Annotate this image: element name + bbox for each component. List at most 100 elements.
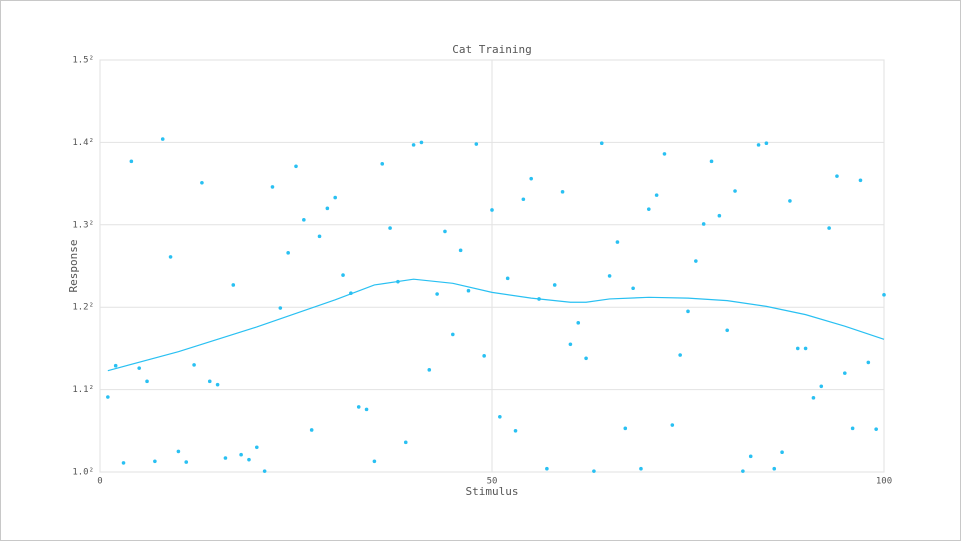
point xyxy=(631,286,635,291)
point xyxy=(678,353,682,357)
point xyxy=(231,283,236,287)
point xyxy=(615,240,620,244)
y-tick-label: 1.1² xyxy=(72,385,94,395)
point xyxy=(223,456,228,460)
point xyxy=(333,195,338,200)
chart-title: Cat Training xyxy=(452,43,531,56)
point xyxy=(427,368,432,372)
point xyxy=(176,449,181,454)
point xyxy=(466,288,471,293)
point xyxy=(145,379,149,384)
point xyxy=(552,283,557,287)
point xyxy=(725,328,729,333)
point xyxy=(207,379,212,384)
point xyxy=(482,354,486,358)
point xyxy=(121,461,126,465)
point xyxy=(882,293,886,297)
point xyxy=(364,407,369,412)
point xyxy=(278,306,283,310)
point xyxy=(811,396,816,400)
point xyxy=(286,251,290,255)
point xyxy=(639,466,643,471)
point xyxy=(780,450,784,455)
point xyxy=(474,142,479,146)
point xyxy=(756,143,761,147)
point xyxy=(168,255,173,259)
point xyxy=(788,199,792,203)
y-axis-label: Response xyxy=(67,240,80,293)
point xyxy=(654,193,659,197)
point xyxy=(239,452,243,457)
point xyxy=(803,346,808,351)
x-tick-label: 50 xyxy=(487,477,498,487)
point xyxy=(795,346,800,351)
point xyxy=(741,469,745,473)
point xyxy=(451,332,455,337)
point xyxy=(874,427,878,431)
point xyxy=(568,342,573,347)
point xyxy=(858,178,863,183)
point xyxy=(850,426,855,431)
point xyxy=(498,414,502,419)
point xyxy=(513,429,518,433)
point xyxy=(701,222,706,226)
point xyxy=(686,309,690,314)
point xyxy=(262,469,267,473)
point xyxy=(106,395,110,399)
point xyxy=(827,226,831,230)
point xyxy=(294,164,298,169)
y-tick-label: 1.5² xyxy=(72,56,94,66)
point xyxy=(733,189,737,193)
point xyxy=(662,152,667,156)
point xyxy=(192,363,196,367)
point xyxy=(184,460,189,464)
point xyxy=(607,274,612,278)
point xyxy=(380,162,385,166)
point xyxy=(113,363,118,368)
point xyxy=(388,226,392,230)
point xyxy=(325,206,330,211)
point xyxy=(411,143,416,147)
point xyxy=(443,229,447,234)
x-axis-label: Stimulus xyxy=(466,485,519,498)
point xyxy=(160,137,165,141)
y-tick-label: 1.2² xyxy=(72,303,94,313)
point xyxy=(200,180,204,185)
point xyxy=(302,218,306,222)
point xyxy=(717,213,722,218)
y-tick-label: 1.0² xyxy=(72,468,94,478)
point xyxy=(647,207,651,211)
point xyxy=(309,428,314,432)
point xyxy=(372,459,377,464)
point xyxy=(435,292,439,296)
point xyxy=(772,466,777,471)
point xyxy=(254,445,259,450)
point xyxy=(521,197,526,202)
point xyxy=(584,356,588,361)
point xyxy=(341,273,345,277)
point xyxy=(356,405,361,409)
point xyxy=(153,459,157,464)
point xyxy=(403,440,408,445)
x-tick-label: 0 xyxy=(97,477,102,487)
point xyxy=(490,208,494,212)
point xyxy=(843,371,847,375)
x-tick-label: 100 xyxy=(876,477,892,487)
point xyxy=(592,469,596,473)
point xyxy=(694,259,698,263)
point xyxy=(670,423,675,427)
y-tick-label: 1.4² xyxy=(72,138,94,148)
point xyxy=(137,366,141,370)
point xyxy=(129,159,134,164)
fit-line xyxy=(107,278,885,372)
point xyxy=(866,360,871,365)
point xyxy=(529,176,533,181)
point xyxy=(458,248,463,253)
point xyxy=(419,140,424,145)
point xyxy=(819,384,824,389)
point xyxy=(270,185,275,189)
point xyxy=(709,159,714,164)
